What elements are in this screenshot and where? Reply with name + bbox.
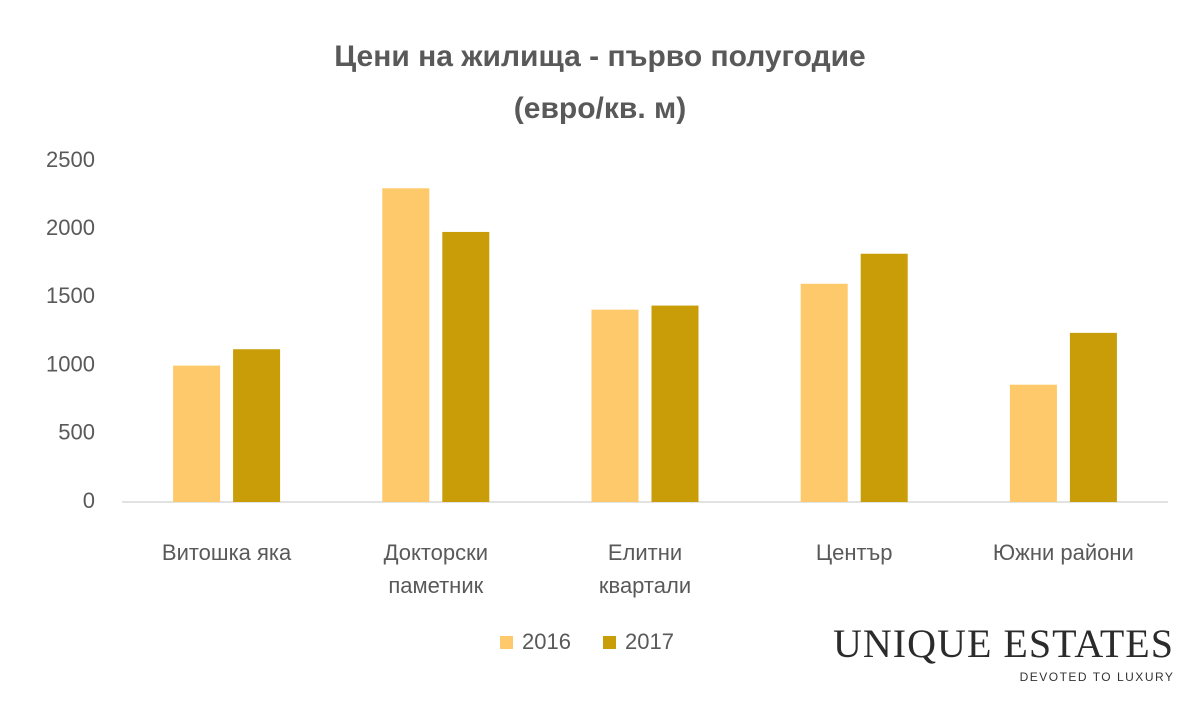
y-tick-label: 2500 [46,147,95,172]
x-tick-label: Витошка яка [161,540,292,565]
y-tick-label: 2000 [46,215,95,240]
bar [382,188,430,502]
bar [591,309,639,502]
y-tick-label: 0 [83,488,95,513]
legend-swatch [500,636,513,649]
legend-label: 2016 [522,629,571,654]
bar [860,253,908,502]
legend-swatch [603,636,616,649]
x-tick-label: Докторски паметник [383,540,489,598]
x-tick-label: Център [815,540,893,565]
x-tick-label: Южни райони [992,540,1134,565]
bar [233,349,281,502]
bar [651,305,699,502]
bar [1009,384,1057,502]
bar [800,283,848,502]
chart-title: Цени на жилища - първо полугодие [334,40,866,73]
logo-name: UNIQUE ESTATES [833,621,1173,666]
y-tick-label: 1000 [46,351,95,376]
y-tick-label: 1500 [46,283,95,308]
x-tick-label: Елитни квартали [598,540,692,598]
bar [173,365,221,502]
logo-tagline: DEVOTED TO LUXURY [1020,670,1175,684]
legend-label: 2017 [625,629,674,654]
bar [442,231,490,503]
bar [1069,332,1117,502]
y-tick-label: 500 [58,420,95,445]
chart-subtitle: (евро/кв. м) [514,92,686,125]
